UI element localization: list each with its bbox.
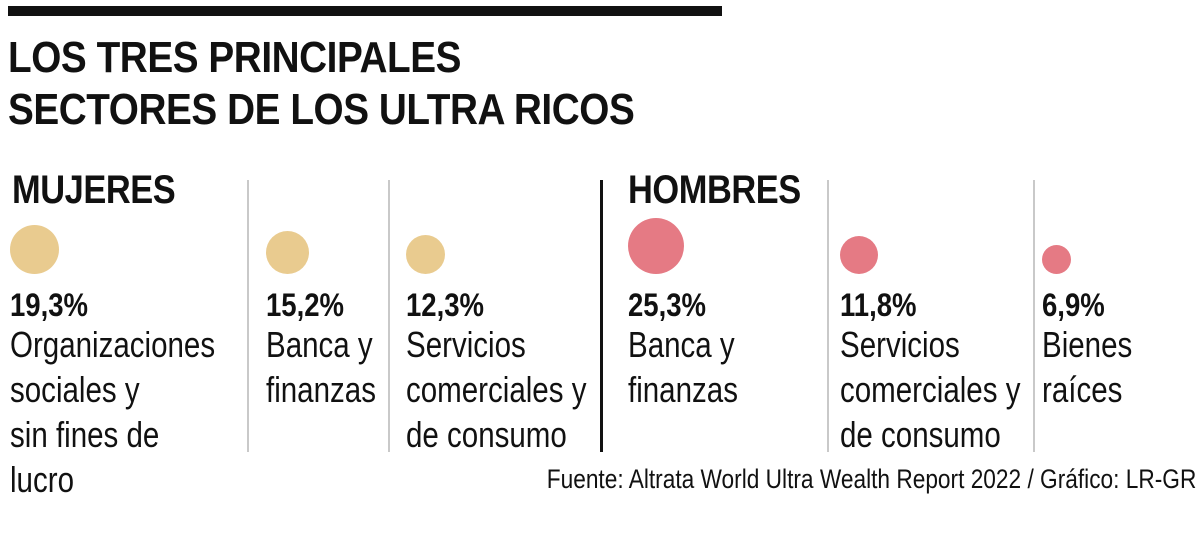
bubble xyxy=(628,218,684,274)
column-divider xyxy=(1033,180,1035,452)
chart-title-line-1: LOS TRES PRINCIPALES xyxy=(8,33,462,82)
sector-label: Servicios comerciales y de consumo xyxy=(840,324,1021,455)
percent-value: 25,3% xyxy=(628,287,707,323)
chart-title: LOS TRES PRINCIPALES SECTORES DE LOS ULT… xyxy=(8,32,635,136)
chart-title-line-2: SECTORES DE LOS ULTRA RICOS xyxy=(8,85,635,134)
percent-value: 12,3% xyxy=(406,287,485,323)
percent-value: 19,3% xyxy=(10,287,89,323)
column-divider xyxy=(827,180,829,452)
group-divider xyxy=(600,180,603,452)
column-divider xyxy=(247,180,249,452)
source-note: Fuente: Altrata World Ultra Wealth Repor… xyxy=(546,464,1196,494)
bubble xyxy=(840,235,879,274)
sector-label: Banca y finanzas xyxy=(266,324,376,410)
group-label-mujeres: MUJERES xyxy=(12,168,176,212)
bubble xyxy=(266,230,310,274)
bubble xyxy=(1042,244,1072,274)
percent-value: 15,2% xyxy=(266,287,345,323)
group-label-hombres: HOMBRES xyxy=(628,168,801,212)
percent-value: 11,8% xyxy=(840,287,917,323)
column-divider xyxy=(388,180,390,452)
sector-label: Servicios comerciales y de consumo xyxy=(406,324,587,455)
sector-label: Banca y finanzas xyxy=(628,324,738,410)
percent-value: 6,9% xyxy=(1042,287,1105,323)
top-rule xyxy=(8,6,722,16)
sector-label: Organizaciones sociales y sin fines de l… xyxy=(10,324,216,500)
bubble xyxy=(406,234,446,274)
sector-label: Bienes raíces xyxy=(1042,324,1133,410)
bubble xyxy=(10,225,59,274)
